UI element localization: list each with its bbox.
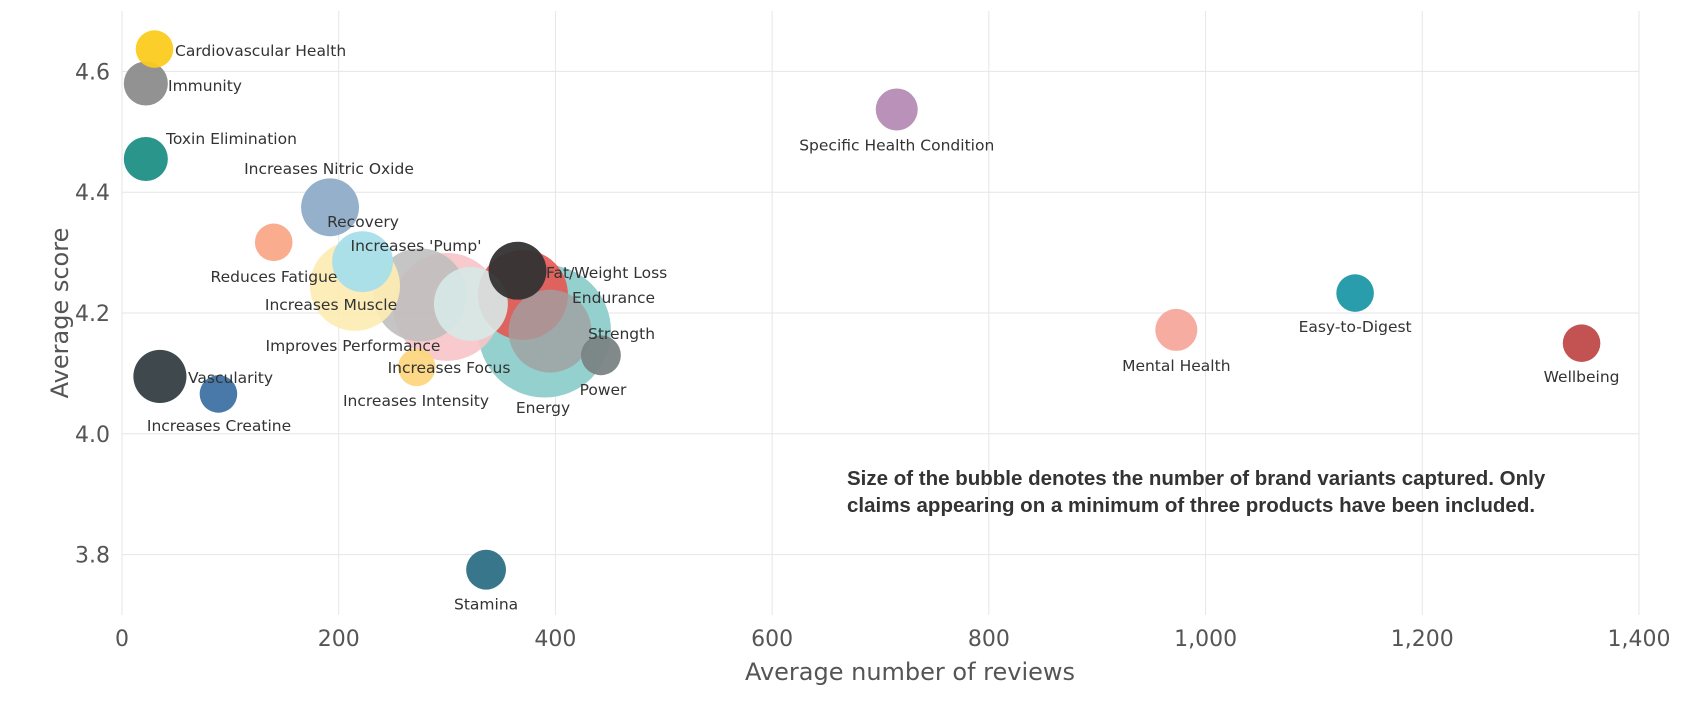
y-tick-label: 3.8 <box>75 544 110 569</box>
bubble-label: Wellbeing <box>1544 368 1620 386</box>
x-axis-ticks: 0 200 400 600 800 1,000 1,200 1,400 <box>115 627 1670 652</box>
x-axis-title: Average number of reviews <box>745 658 1075 686</box>
y-tick-label: 4.4 <box>75 181 110 206</box>
bubble-label: Fat/Weight Loss <box>546 264 667 282</box>
bubble-label: Increases Nitric Oxide <box>244 160 414 178</box>
bubble <box>397 348 436 387</box>
bubble <box>1336 274 1374 312</box>
bubbles <box>123 30 1601 590</box>
bubble <box>135 30 174 68</box>
bubble-label: Increases Intensity <box>343 392 489 410</box>
bubble-label: Reduces Fatigue <box>211 268 338 286</box>
x-tick-label: 200 <box>318 627 360 652</box>
bubble <box>433 266 508 341</box>
bubble-label: Power <box>580 381 627 399</box>
bubble-label: Immunity <box>168 77 242 95</box>
bubble <box>133 349 187 403</box>
bubble-label: Increases Focus <box>388 359 511 377</box>
bubble <box>581 335 621 376</box>
bubble <box>875 88 918 131</box>
bubble-label: Cardiovascular Health <box>175 42 346 60</box>
bubble-label: Stamina <box>454 596 518 614</box>
bubble <box>123 136 168 182</box>
bubble-label: Specific Health Condition <box>799 136 994 154</box>
bubble <box>488 241 547 300</box>
bubble-labels: Endurance Improves Performance Increases M… <box>147 42 1620 614</box>
bubble-label: Vascularity <box>188 369 273 387</box>
bubble-label: Increases Creatine <box>147 417 291 435</box>
bubble <box>508 289 592 373</box>
y-axis-ticks: 3.8 4.0 4.2 4.4 4.6 <box>75 60 110 568</box>
y-axis-title: Average score <box>46 228 74 399</box>
bubble <box>1562 324 1601 362</box>
bubble-label: Toxin Elimination <box>165 130 297 148</box>
x-tick-label: 1,400 <box>1608 627 1671 652</box>
bubble <box>332 231 393 293</box>
y-tick-label: 4.2 <box>75 302 110 327</box>
bubble-label: Mental Health <box>1122 357 1230 375</box>
x-tick-label: 600 <box>751 627 793 652</box>
x-tick-label: 400 <box>534 627 576 652</box>
bubble <box>199 375 238 413</box>
x-tick-label: 800 <box>968 627 1010 652</box>
bubble <box>301 178 359 237</box>
bubble-label: Improves Performance <box>266 337 441 355</box>
bubble-label: Energy <box>516 399 570 417</box>
bubble-label: Strength <box>588 325 655 343</box>
bubble-label: Easy-to-Digest <box>1299 318 1412 336</box>
x-tick-label: 1,000 <box>1174 627 1237 652</box>
bubble-label: Increases Muscle <box>265 296 397 314</box>
bubble <box>1155 308 1198 351</box>
bubble-size-note: Size of the bubble denotes the number of… <box>847 467 1546 517</box>
y-tick-label: 4.6 <box>75 60 110 85</box>
bubble-label: Endurance <box>572 289 655 307</box>
bubble <box>123 61 168 106</box>
x-tick-label: 0 <box>115 627 129 652</box>
y-tick-label: 4.0 <box>75 423 110 448</box>
bubble <box>254 223 293 262</box>
bubble-label: Recovery <box>327 213 399 231</box>
x-tick-label: 1,200 <box>1391 627 1454 652</box>
bubble <box>466 549 507 590</box>
bubble-label: Increases 'Pump' <box>351 237 482 255</box>
